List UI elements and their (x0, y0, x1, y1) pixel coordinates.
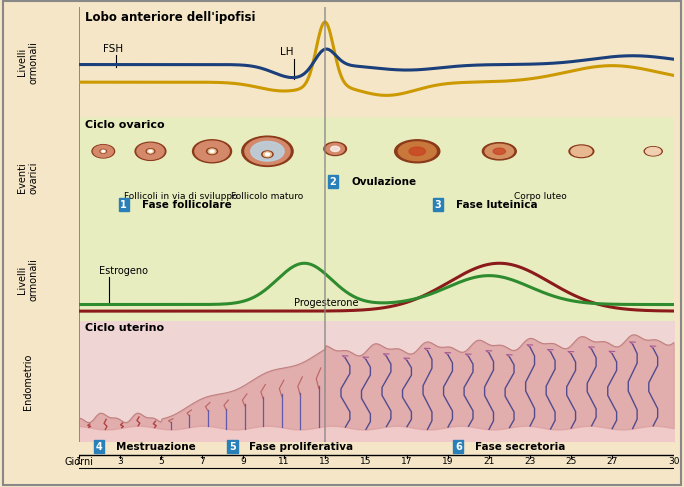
Text: 1: 1 (120, 200, 127, 209)
Circle shape (146, 149, 155, 154)
Text: 27: 27 (607, 457, 618, 466)
Circle shape (101, 150, 105, 152)
Ellipse shape (398, 142, 436, 161)
Text: Corpo luteo: Corpo luteo (514, 192, 567, 202)
Circle shape (149, 150, 152, 152)
Text: Fase follicolare: Fase follicolare (142, 200, 232, 209)
Text: 5: 5 (229, 442, 236, 451)
Text: Follicolo maturo: Follicolo maturo (231, 192, 304, 202)
Circle shape (263, 152, 272, 157)
Text: Giorni: Giorni (64, 457, 93, 467)
Circle shape (92, 145, 115, 158)
Text: LH: LH (280, 47, 293, 57)
Text: 7: 7 (199, 457, 205, 466)
Text: Endometrio: Endometrio (23, 354, 33, 410)
Text: Follicoli in via di sviluppo: Follicoli in via di sviluppo (124, 192, 238, 202)
Text: 4: 4 (96, 442, 103, 451)
Text: 3: 3 (117, 457, 122, 466)
Circle shape (251, 141, 284, 161)
Text: Fase proliferativa: Fase proliferativa (249, 442, 353, 451)
Text: 6: 6 (455, 442, 462, 451)
Text: 3: 3 (434, 200, 441, 209)
Text: Ciclo ovarico: Ciclo ovarico (85, 120, 164, 130)
Text: 9: 9 (240, 457, 246, 466)
Text: 13: 13 (319, 457, 330, 466)
Text: Mestruazione: Mestruazione (116, 442, 196, 451)
Ellipse shape (571, 146, 592, 156)
Ellipse shape (395, 140, 440, 163)
Circle shape (207, 148, 218, 154)
Text: Ciclo uterino: Ciclo uterino (85, 323, 163, 334)
Text: 17: 17 (402, 457, 412, 466)
Text: Fase secretoria: Fase secretoria (475, 442, 565, 451)
Text: 25: 25 (566, 457, 577, 466)
Circle shape (326, 143, 344, 154)
Text: Fase luteinica: Fase luteinica (456, 200, 538, 209)
Circle shape (245, 138, 290, 165)
Text: Lobo anteriore dell'ipofisi: Lobo anteriore dell'ipofisi (85, 11, 255, 23)
Text: 15: 15 (360, 457, 371, 466)
Circle shape (193, 140, 231, 163)
Text: 11: 11 (278, 457, 289, 466)
Circle shape (210, 150, 214, 152)
Text: Estrogeno: Estrogeno (99, 265, 148, 276)
Circle shape (93, 146, 114, 157)
Text: 1: 1 (76, 457, 81, 466)
Text: 5: 5 (158, 457, 163, 466)
Circle shape (195, 141, 229, 161)
Ellipse shape (485, 144, 514, 158)
Circle shape (148, 150, 153, 153)
Text: 23: 23 (525, 457, 536, 466)
Ellipse shape (569, 145, 594, 158)
Text: 30: 30 (668, 457, 679, 466)
Text: Livelli
ormonali: Livelli ormonali (17, 41, 39, 84)
Text: Eventi
ovarici: Eventi ovarici (17, 162, 39, 194)
Circle shape (208, 149, 216, 153)
Circle shape (102, 150, 105, 152)
Circle shape (137, 143, 164, 159)
Ellipse shape (646, 148, 661, 155)
Ellipse shape (482, 143, 516, 160)
Text: Ovulazione: Ovulazione (352, 177, 417, 187)
Circle shape (265, 153, 269, 155)
Text: Progesterone: Progesterone (294, 298, 358, 308)
Circle shape (262, 151, 273, 158)
Ellipse shape (409, 147, 425, 155)
Text: FSH: FSH (103, 43, 123, 54)
Text: 2: 2 (330, 177, 337, 187)
Circle shape (324, 142, 346, 155)
Text: Livelli
ormonali: Livelli ormonali (17, 258, 39, 301)
Ellipse shape (644, 147, 662, 156)
Text: 21: 21 (484, 457, 495, 466)
Circle shape (100, 150, 107, 153)
Circle shape (241, 136, 293, 167)
Text: 19: 19 (443, 457, 453, 466)
Ellipse shape (493, 148, 505, 154)
Circle shape (330, 146, 340, 151)
Circle shape (135, 142, 166, 160)
